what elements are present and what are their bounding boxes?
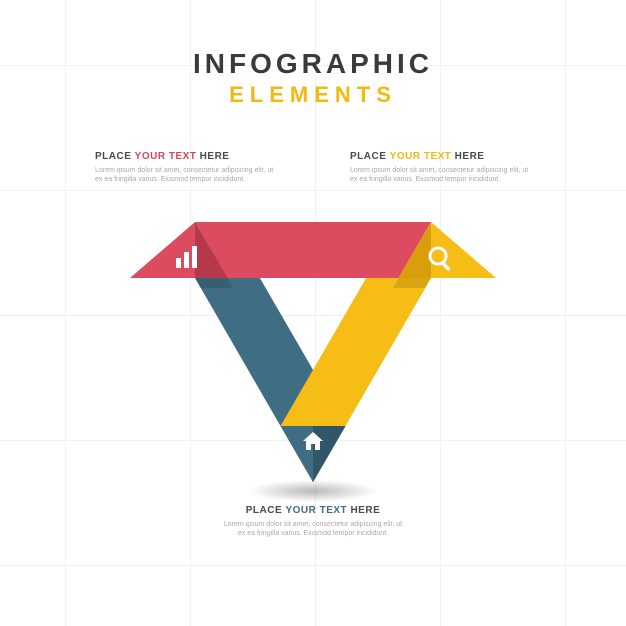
textblock-left-body: Lorem ipsum dolor sit amet, consectetur … (95, 166, 275, 185)
corner-bottom (281, 426, 346, 482)
title-line1: INFOGRAPHIC (0, 48, 626, 80)
triangle-svg (120, 202, 506, 512)
textblock-left-heading: PLACE YOUR TEXT HERE (95, 151, 275, 162)
accent-left: YOUR TEXT (135, 151, 197, 162)
textblock-left: PLACE YOUR TEXT HERE Lorem ipsum dolor s… (95, 151, 275, 185)
shadow-under-yellow (393, 278, 431, 288)
title-block: INFOGRAPHIC ELEMENTS (0, 48, 626, 108)
shadow-under-red (195, 278, 233, 288)
accent-right: YOUR TEXT (390, 151, 452, 162)
bar-top (195, 222, 431, 278)
textblock-right: PLACE YOUR TEXT HERE Lorem ipsum dolor s… (350, 151, 530, 185)
triangle-diagram (120, 202, 506, 532)
textblock-right-body: Lorem ipsum dolor sit amet, consectetur … (350, 166, 530, 185)
textblock-right-heading: PLACE YOUR TEXT HERE (350, 151, 530, 162)
drop-shadow (248, 480, 378, 502)
title-line2: ELEMENTS (0, 82, 626, 108)
